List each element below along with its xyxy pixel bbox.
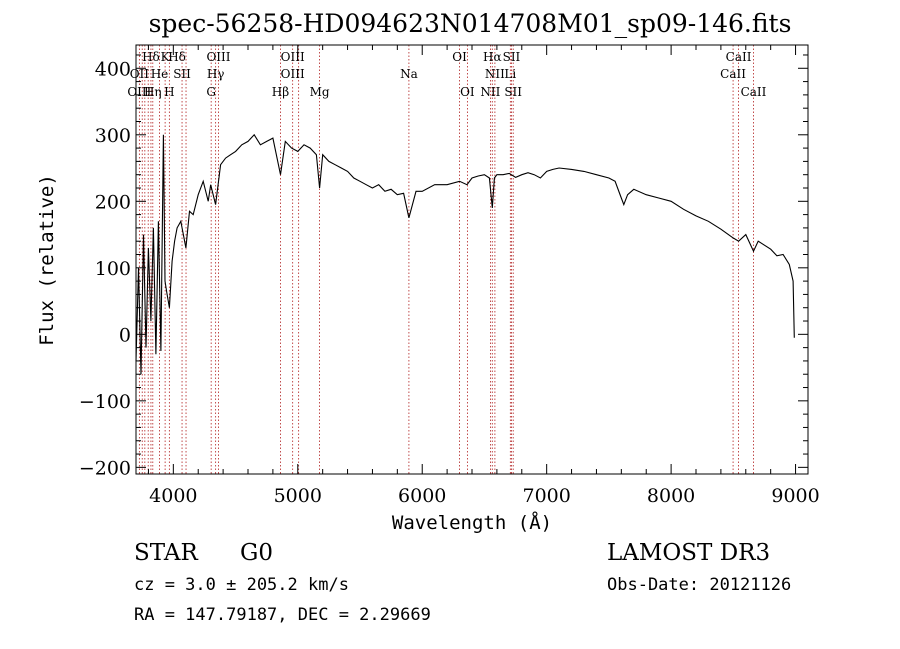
survey-name: LAMOST DR3 bbox=[607, 540, 770, 566]
line-label: SII bbox=[173, 67, 191, 81]
line-label: OIII bbox=[281, 50, 305, 64]
line-label: K bbox=[161, 50, 171, 64]
line-label: Hβ bbox=[272, 85, 289, 99]
line-label: Hγ bbox=[207, 67, 225, 81]
x-tick-label: 6000 bbox=[398, 485, 446, 507]
y-tick-label: 100 bbox=[95, 258, 131, 280]
line-label: CaII bbox=[726, 50, 752, 64]
line-label: CaII bbox=[720, 67, 746, 81]
line-label: He bbox=[151, 67, 169, 81]
y-tick-label: −100 bbox=[79, 391, 131, 413]
chart-title: spec-56258-HD094623N014708M01_sp09-146.f… bbox=[149, 9, 792, 38]
x-tick-label: 9000 bbox=[771, 485, 819, 507]
line-label: Hα bbox=[483, 50, 502, 64]
x-axis: 4000 5000 6000 7000 8000 9000 bbox=[147, 45, 820, 507]
redshift-readout: cz = 3.0 ± 205.2 km/s bbox=[134, 575, 349, 595]
y-axis: −200 −100 0 100 200 300 400 bbox=[79, 54, 808, 479]
y-tick-label: −200 bbox=[79, 457, 131, 479]
observation-date: Obs-Date: 20121126 bbox=[607, 575, 791, 595]
line-label: H bbox=[164, 85, 174, 99]
x-tick-label: 5000 bbox=[274, 485, 322, 507]
line-label: NII bbox=[480, 85, 500, 99]
line-label: Hδ bbox=[142, 50, 160, 64]
line-label: SII bbox=[504, 85, 522, 99]
line-label: OI bbox=[452, 50, 467, 64]
line-label: OII bbox=[130, 67, 150, 81]
spectrum-series-line bbox=[135, 133, 795, 375]
line-label: Li bbox=[504, 67, 516, 81]
line-label: CaII bbox=[741, 85, 767, 99]
line-label: NII bbox=[485, 67, 505, 81]
y-tick-label: 300 bbox=[95, 125, 131, 147]
spectral-line-markers bbox=[138, 45, 754, 474]
line-label: OIII bbox=[281, 67, 305, 81]
line-label: Hδ bbox=[168, 50, 186, 64]
line-label: OIII bbox=[127, 85, 151, 99]
plot-frame bbox=[135, 44, 809, 475]
object-subclass: G0 bbox=[240, 540, 273, 566]
x-tick-label: 4000 bbox=[149, 485, 197, 507]
line-label: Mg bbox=[310, 85, 330, 99]
y-tick-label: 400 bbox=[95, 58, 131, 80]
line-label: SII bbox=[503, 50, 521, 64]
line-label: OI bbox=[460, 85, 475, 99]
line-label: Hη bbox=[144, 85, 162, 99]
line-label: G bbox=[206, 85, 216, 99]
y-tick-label: 200 bbox=[95, 191, 131, 213]
x-tick-label: 8000 bbox=[647, 485, 695, 507]
object-class: STAR bbox=[134, 540, 198, 566]
x-axis-label: Wavelength (Å) bbox=[392, 511, 552, 534]
y-tick-label: 0 bbox=[119, 324, 131, 346]
x-tick-label: 7000 bbox=[522, 485, 570, 507]
line-label: OIII bbox=[206, 50, 230, 64]
line-label: Na bbox=[400, 67, 418, 81]
y-axis-label: Flux (relative) bbox=[36, 174, 58, 346]
coordinates-readout: RA = 147.79187, DEC = 2.29669 bbox=[134, 605, 431, 625]
